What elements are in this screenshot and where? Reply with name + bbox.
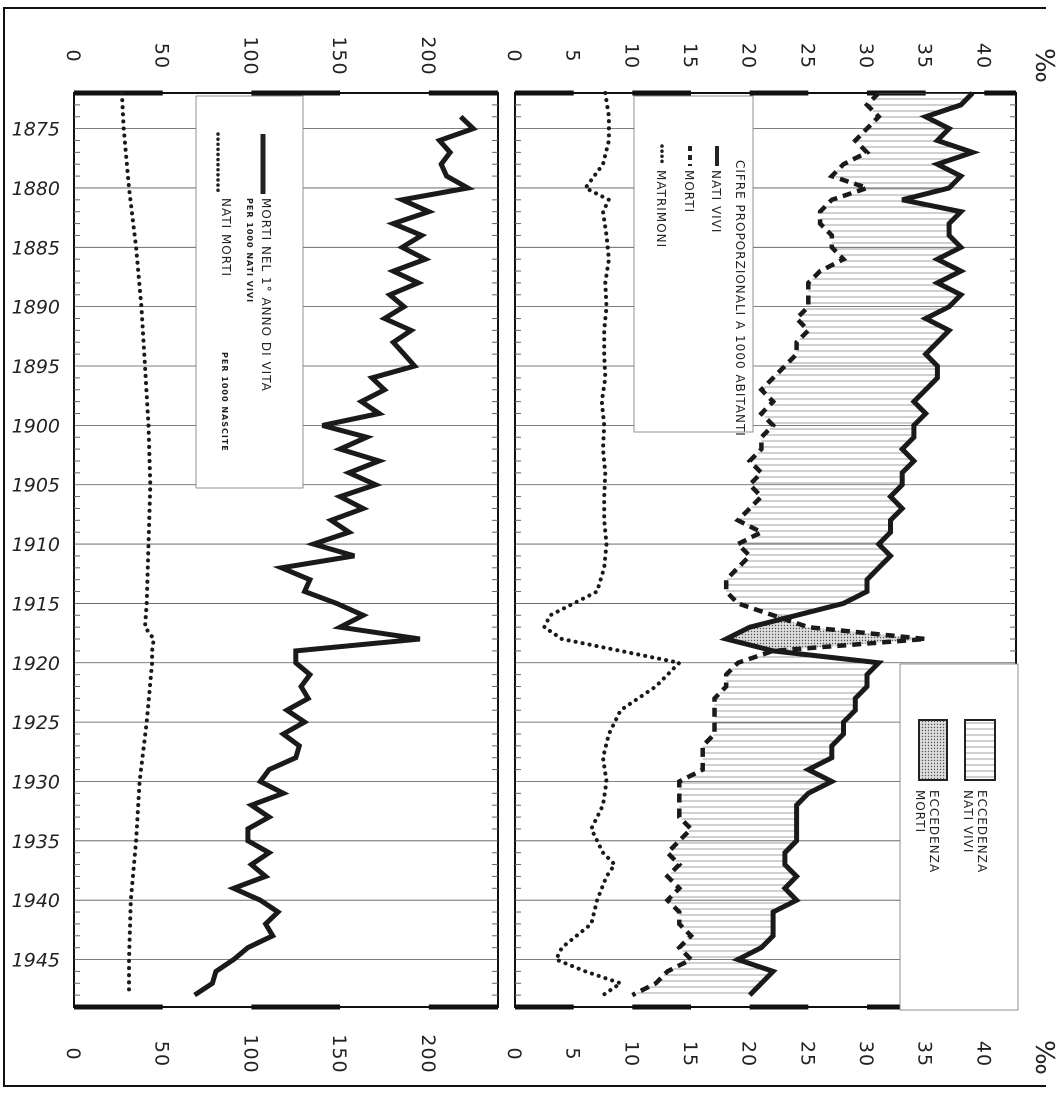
legend-marriages-label: MATRIMONI bbox=[654, 170, 668, 248]
year-tick-label: 1940 bbox=[12, 890, 60, 912]
rates-top-tick-label: 35 bbox=[914, 43, 936, 69]
year-tick-label: 1930 bbox=[12, 771, 60, 793]
rates-bottom-tick-label: 20 bbox=[738, 1041, 760, 1067]
series-lines bbox=[119, 91, 981, 998]
tick-labels: 0 0 50 50 100 100 150 150 200 200 0 0 5 5 10 10 15 15 20 20… bbox=[12, 36, 995, 1073]
rates-bottom-tick-label: 0 bbox=[503, 1047, 525, 1060]
rates-top-tick-label: 5 bbox=[562, 49, 584, 62]
rates-top-tick-label: 15 bbox=[679, 43, 701, 69]
legend-infant-deaths-label: MORTI NEL 1° ANNO DI VITA bbox=[259, 198, 273, 392]
rates-series-line bbox=[541, 91, 684, 998]
legend-infant: MORTI NEL 1° ANNO DI VITA PER 1000 NATI … bbox=[195, 95, 304, 489]
year-tick-label: 1880 bbox=[12, 178, 60, 200]
legend-excess-births-line2: NATI VIVI bbox=[961, 790, 975, 853]
infant-bottom-tick-label: 100 bbox=[239, 1034, 261, 1073]
rates-top-tick-label: 30 bbox=[855, 43, 877, 69]
infant-top-tick-label: 200 bbox=[417, 36, 439, 75]
legend-rates-title: CIFRE PROPORZIONALI A 1000 ABITANTI bbox=[733, 160, 747, 437]
unit-top: ‰ bbox=[1029, 48, 1056, 83]
infant-series-line bbox=[193, 114, 478, 998]
year-tick-label: 1900 bbox=[12, 415, 60, 437]
rates-top-tick-label: 10 bbox=[620, 43, 642, 69]
year-tick-label: 1875 bbox=[12, 119, 60, 141]
year-tick-label: 1935 bbox=[12, 831, 60, 853]
infant-bottom-tick-label: 200 bbox=[417, 1034, 439, 1073]
year-tick-label: 1905 bbox=[12, 475, 60, 497]
year-tick-label: 1895 bbox=[12, 356, 60, 378]
rates-top-tick-label: 25 bbox=[796, 43, 818, 69]
rates-bottom-tick-label: 40 bbox=[972, 1041, 994, 1067]
legend-excess-deaths-line1: ECCEDENZA bbox=[927, 790, 941, 873]
infant-series-line bbox=[119, 91, 156, 998]
legend-deaths-label: MORTI bbox=[682, 170, 696, 213]
rates-series-line bbox=[631, 91, 926, 998]
infant-top-tick-label: 0 bbox=[62, 49, 84, 62]
rates-top-tick-label: 0 bbox=[503, 49, 525, 62]
rates-bottom-tick-label: 15 bbox=[679, 1041, 701, 1067]
excess-births-fill bbox=[632, 93, 973, 996]
rates-top-tick-label: 20 bbox=[738, 43, 760, 69]
legend-infant-deaths-sub: PER 1000 NATI VIVI bbox=[245, 198, 254, 303]
infant-top-tick-label: 100 bbox=[239, 36, 261, 75]
legend-births-label: NATI VIVI bbox=[709, 170, 723, 233]
legend-excess: ECCEDENZA NATI VIVI ECCEDENZA MORTI bbox=[899, 663, 1019, 1011]
year-tick-label: 1890 bbox=[12, 297, 60, 319]
legend-stillbirths-label: NATI MORTI bbox=[219, 198, 233, 277]
year-tick-label: 1920 bbox=[12, 653, 60, 675]
rates-series-line bbox=[719, 91, 981, 997]
year-tick-label: 1910 bbox=[12, 534, 60, 556]
rates-bottom-tick-label: 25 bbox=[796, 1041, 818, 1067]
legend-excess-deaths-line2: MORTI bbox=[913, 790, 927, 833]
legend-excess-births-line1: ECCEDENZA bbox=[975, 790, 989, 873]
infant-top-tick-label: 150 bbox=[328, 36, 350, 75]
legend-stillbirths-sub: PER 1000 NASCITE bbox=[220, 352, 229, 452]
rates-bottom-tick-label: 30 bbox=[855, 1041, 877, 1067]
infant-top-tick-label: 50 bbox=[151, 43, 173, 69]
year-tick-label: 1915 bbox=[12, 593, 60, 615]
rates-bottom-tick-label: 10 bbox=[620, 1041, 642, 1067]
unit-bottom: ‰ bbox=[1029, 1040, 1056, 1075]
rates-bottom-tick-label: 35 bbox=[914, 1041, 936, 1067]
figure-frame bbox=[3, 7, 1046, 1087]
year-tick-label: 1925 bbox=[12, 712, 60, 734]
legend-rates: CIFRE PROPORZIONALI A 1000 ABITANTI NATI… bbox=[633, 95, 754, 437]
year-tick-label: 1885 bbox=[12, 237, 60, 259]
infant-bottom-tick-label: 150 bbox=[328, 1034, 350, 1073]
year-tick-label: 1945 bbox=[12, 950, 60, 972]
rates-bottom-tick-label: 5 bbox=[562, 1047, 584, 1060]
rates-top-tick-label: 40 bbox=[972, 43, 994, 69]
infant-bottom-tick-label: 0 bbox=[62, 1047, 84, 1060]
infant-bottom-tick-label: 50 bbox=[151, 1041, 173, 1067]
